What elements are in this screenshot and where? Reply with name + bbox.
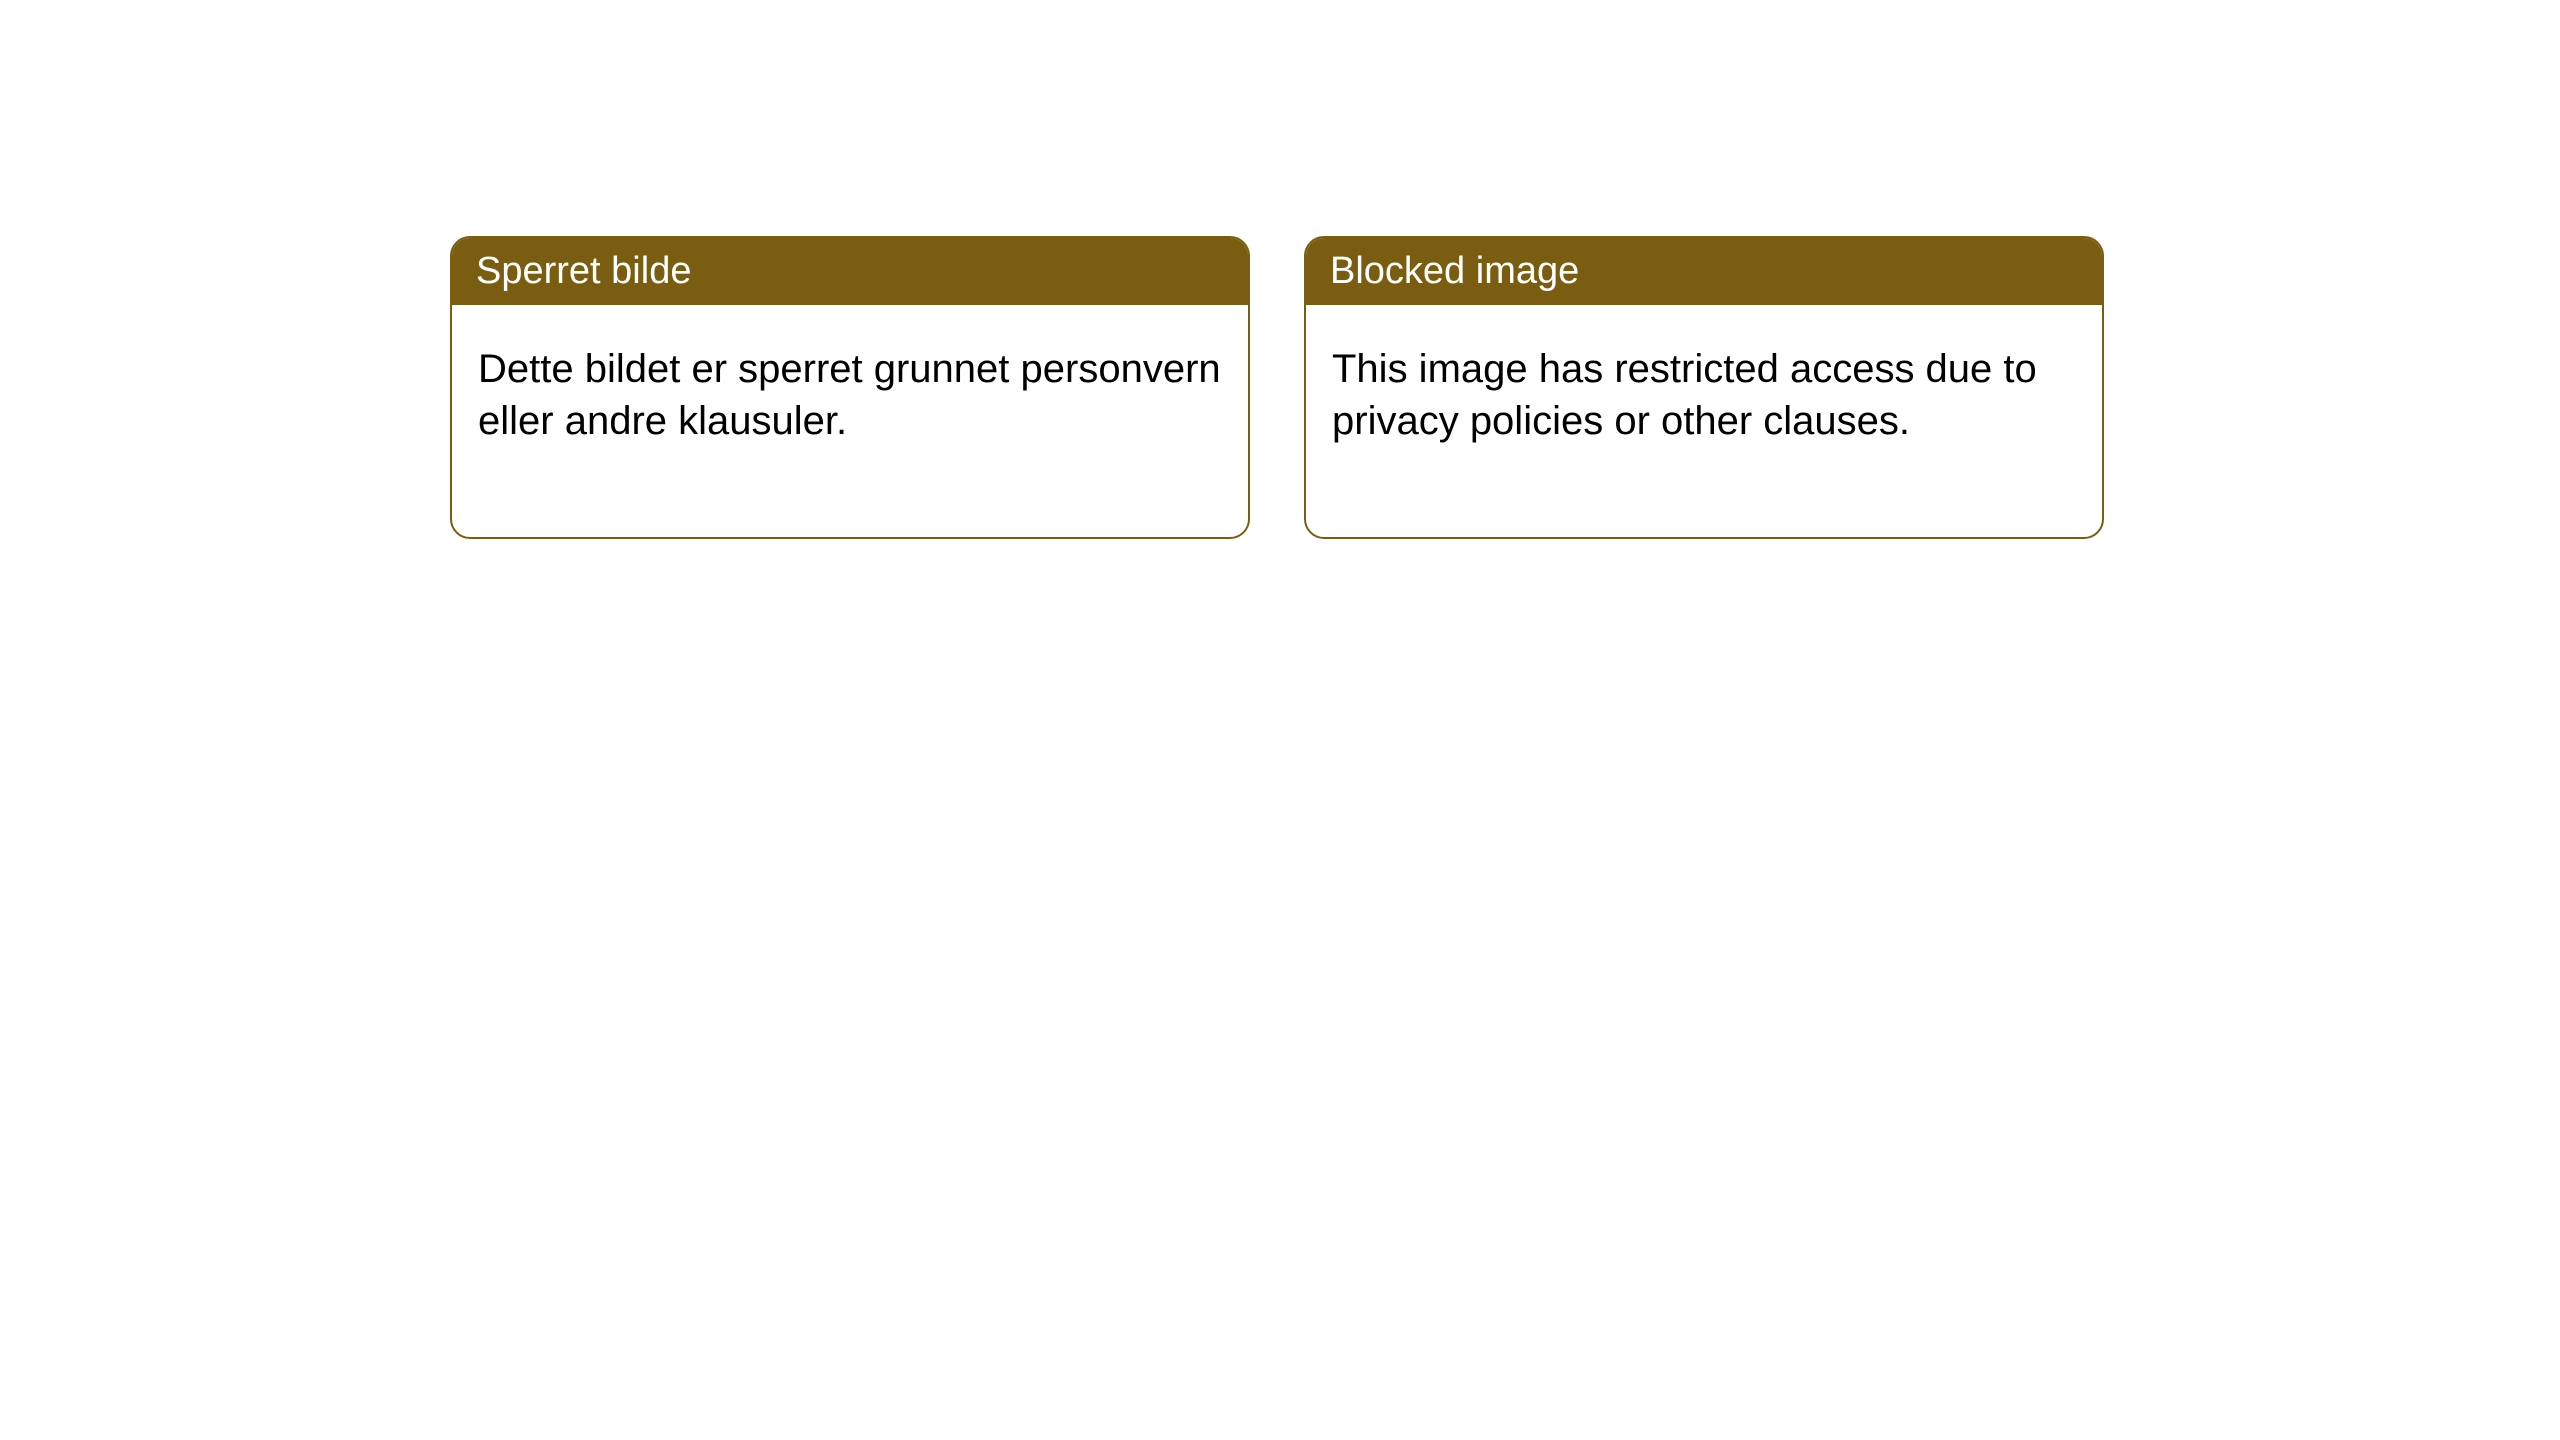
card-header-en: Blocked image <box>1306 238 2102 305</box>
blocked-image-card-en: Blocked image This image has restricted … <box>1304 236 2104 539</box>
card-body-no: Dette bildet er sperret grunnet personve… <box>452 305 1248 537</box>
blocked-image-card-no: Sperret bilde Dette bildet er sperret gr… <box>450 236 1250 539</box>
card-body-en: This image has restricted access due to … <box>1306 305 2102 537</box>
notice-container: Sperret bilde Dette bildet er sperret gr… <box>0 0 2560 539</box>
card-header-no: Sperret bilde <box>452 238 1248 305</box>
